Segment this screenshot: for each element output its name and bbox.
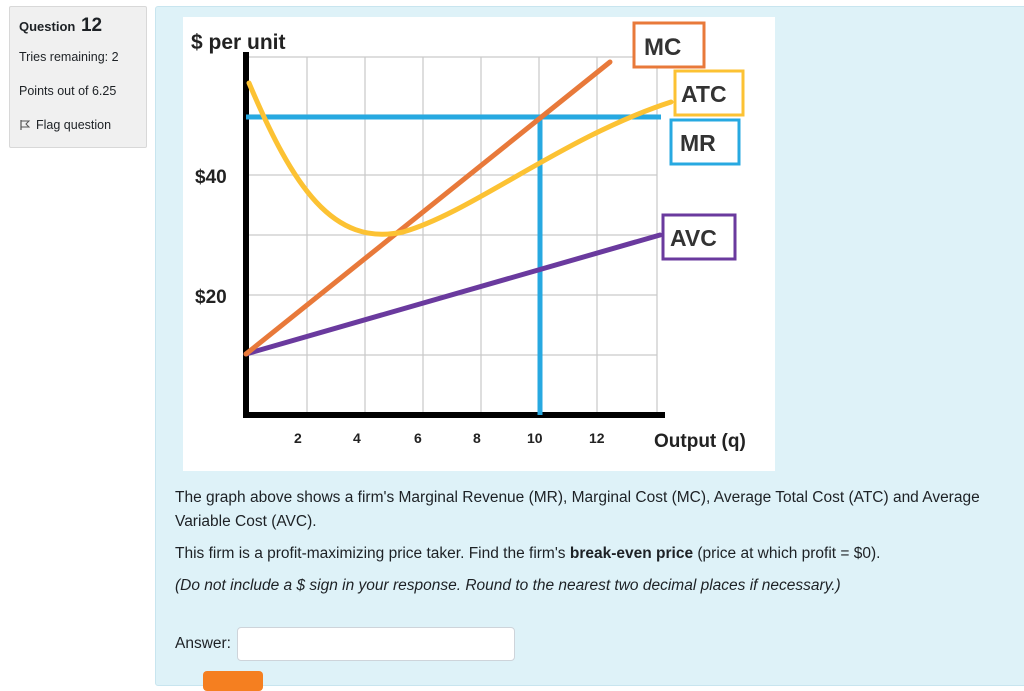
answer-row: Answer: (175, 627, 515, 661)
avc-line (243, 232, 663, 357)
mc-line (243, 59, 613, 357)
cost-curves-graph: MC ATC MR AVC $ per unit Output (q) $40 … (183, 17, 775, 471)
x-axis-title: Output (q) (654, 431, 746, 452)
axes (243, 52, 665, 418)
atc-label: ATC (681, 81, 727, 107)
y-axis-title: $ per unit (191, 31, 286, 54)
check-button[interactable] (203, 671, 263, 691)
x-tick-4: 4 (353, 430, 361, 446)
question-instructions: (Do not include a $ sign in your respons… (175, 577, 841, 594)
graph-svg: MC ATC MR AVC $ per unit Output (q) $40 … (191, 21, 746, 452)
x-tick-10: 10 (527, 430, 543, 446)
answer-label: Answer: (175, 635, 231, 652)
answer-input[interactable] (237, 627, 515, 661)
p2-bold-term: break-even price (569, 545, 694, 562)
x-tick-8: 8 (473, 430, 481, 446)
x-tick-6: 6 (414, 430, 422, 446)
question-text: The graph above shows a firm's Marginal … (175, 486, 1024, 606)
flag-question-link[interactable]: Flag question (19, 118, 146, 132)
flag-icon (20, 120, 31, 130)
flag-question-label: Flag question (36, 118, 112, 132)
tries-remaining: Tries remaining: 2 (19, 50, 119, 64)
question-paragraph-1: The graph above shows a firm's Marginal … (175, 489, 980, 530)
question-number-value: 12 (80, 15, 103, 36)
grid (249, 56, 658, 415)
x-tick-12: 12 (589, 430, 605, 446)
y-tick-20: $20 (195, 287, 227, 308)
points-out-of: Points out of 6.25 (19, 84, 117, 98)
p2-text-before: This firm is a profit-maximizing price t… (175, 545, 570, 562)
question-panel: MC ATC MR AVC $ per unit Output (q) $40 … (155, 6, 1024, 691)
question-paragraph-2: This firm is a profit-maximizing price t… (175, 542, 1024, 566)
x-tick-2: 2 (294, 430, 302, 446)
atc-curve (246, 80, 674, 237)
mc-label: MC (644, 34, 681, 61)
question-info-card: Question 12 Tries remaining: 2 Points ou… (9, 6, 147, 148)
mr-label: MR (680, 130, 716, 156)
avc-label: AVC (670, 225, 717, 251)
y-tick-40: $40 (195, 167, 227, 188)
question-label: Question (19, 19, 76, 34)
question-number: Question 12 (19, 15, 146, 37)
p2-text-after: (price at which profit = $0). (693, 545, 881, 562)
